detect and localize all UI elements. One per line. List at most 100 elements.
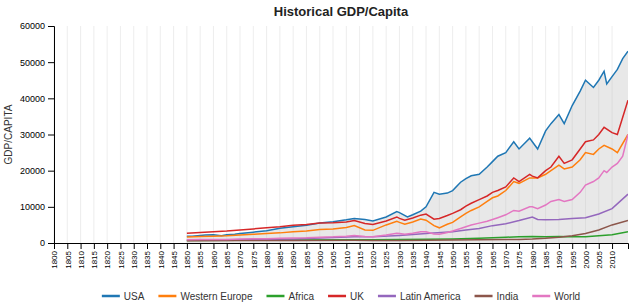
- legend-swatch: [102, 295, 120, 298]
- x-tick: 1975: [515, 243, 524, 269]
- x-tick-label: 1835: [143, 250, 152, 268]
- x-tick-label: 1805: [64, 250, 73, 268]
- y-axis-title: GDP/CAPITA: [3, 104, 14, 164]
- y-tick-label: 10000: [20, 202, 45, 212]
- y-tick-label: 30000: [20, 130, 45, 140]
- series-line: [187, 51, 628, 236]
- x-tick-mark: [213, 243, 214, 249]
- x-tick-mark: [479, 243, 480, 249]
- x-tick-label: 1880: [263, 250, 272, 268]
- legend-swatch: [475, 295, 493, 298]
- grid-line-x: [226, 26, 227, 243]
- x-tick-label: 1970: [502, 250, 511, 268]
- legend-label: USA: [124, 291, 145, 302]
- x-tick-mark: [506, 243, 507, 249]
- x-tick-label: 1825: [117, 250, 126, 268]
- x-tick-label: 1905: [329, 250, 338, 268]
- x-tick-label: 1850: [183, 250, 192, 268]
- y-tick: 50000: [20, 58, 54, 68]
- x-tick-label: 1895: [303, 250, 312, 268]
- y-tick: 40000: [20, 94, 54, 104]
- x-tick: 1895: [303, 243, 312, 269]
- grid-line-x: [319, 26, 320, 243]
- grid-line-x: [213, 26, 214, 243]
- y-tick-label: 40000: [20, 94, 45, 104]
- grid-line-x: [67, 26, 68, 243]
- legend-label: World: [554, 291, 580, 302]
- series-line: [187, 135, 628, 240]
- x-tick-mark: [306, 243, 307, 249]
- grid-line-x: [359, 26, 360, 243]
- y-tick-mark: [48, 62, 54, 63]
- x-tick-mark: [333, 243, 334, 249]
- x-tick: 2005: [595, 243, 604, 269]
- x-tick: 1835: [143, 243, 152, 269]
- x-tick-mark: [559, 243, 560, 249]
- y-axis-line: [48, 27, 55, 244]
- x-tick: 1920: [369, 243, 378, 269]
- x-tick-label: 1965: [489, 250, 498, 268]
- x-tick-label: 1845: [170, 250, 179, 268]
- x-tick-mark: [293, 243, 294, 249]
- x-tick-label: 1820: [103, 250, 112, 268]
- x-tick-mark: [240, 243, 241, 249]
- legend-item: World: [532, 291, 580, 302]
- x-tick-label: 1910: [343, 250, 352, 268]
- x-tick-mark: [267, 243, 268, 249]
- series-line: [187, 135, 628, 238]
- x-tick-label: 1840: [157, 250, 166, 268]
- x-tick: 1995: [568, 243, 577, 269]
- y-tick: 60000: [20, 21, 54, 31]
- y-tick: 10000: [20, 202, 54, 212]
- x-tick-label: 1980: [529, 250, 538, 268]
- x-tick-mark: [81, 243, 82, 249]
- legend-swatch: [266, 295, 284, 298]
- x-tick: 1970: [502, 243, 511, 269]
- x-tick-label: 1935: [409, 250, 418, 268]
- x-tick-mark: [120, 243, 121, 249]
- grid-line-x: [412, 26, 413, 243]
- y-tick: 0: [40, 238, 54, 248]
- series-line: [187, 100, 628, 233]
- x-tick-label: 1940: [422, 250, 431, 268]
- x-tick-mark: [399, 243, 400, 249]
- legend-item: Africa: [266, 291, 314, 302]
- x-axis: 1800180518101815182018251830183518401845…: [50, 243, 628, 269]
- x-tick-mark: [426, 243, 427, 249]
- x-tick-mark: [67, 243, 68, 249]
- x-tick-mark: [532, 243, 533, 249]
- legend-item: USA: [102, 291, 145, 302]
- x-tick: 1830: [130, 243, 139, 269]
- grid-line-x: [186, 26, 187, 243]
- grid-line-x: [160, 26, 161, 243]
- grid-line-x: [107, 26, 108, 243]
- y-tick-label: 60000: [20, 21, 45, 31]
- grid-line-x: [253, 26, 254, 243]
- y-tick-mark: [48, 207, 54, 208]
- x-tick-mark: [546, 243, 547, 249]
- x-tick-label: 1930: [396, 250, 405, 268]
- x-tick-label: 1955: [462, 250, 471, 268]
- x-tick-mark: [453, 243, 454, 249]
- x-tick: 1925: [382, 243, 391, 269]
- x-tick-mark: [227, 243, 228, 249]
- legend-item: Latin America: [378, 291, 461, 302]
- legend-swatch: [532, 295, 550, 298]
- x-tick-label: 1950: [449, 250, 458, 268]
- y-axis: 0 10000 20000 30000 40000 50000 60000: [20, 21, 55, 248]
- y-tick-mark: [48, 171, 54, 172]
- grid-line-x: [240, 26, 241, 243]
- x-tick-mark: [599, 243, 600, 249]
- x-tick-label: 1990: [555, 250, 564, 268]
- grid-line-x: [346, 26, 347, 243]
- y-tick: 20000: [20, 166, 54, 176]
- x-tick: 2010: [608, 243, 617, 269]
- y-tick-label: 20000: [20, 166, 45, 176]
- legend-swatch: [158, 295, 176, 298]
- x-tick: 1820: [103, 243, 112, 269]
- x-tick-mark: [360, 243, 361, 249]
- grid-line-x: [200, 26, 201, 243]
- x-tick-mark: [280, 243, 281, 249]
- x-tick-mark: [320, 243, 321, 249]
- x-tick-label: 1995: [568, 250, 577, 268]
